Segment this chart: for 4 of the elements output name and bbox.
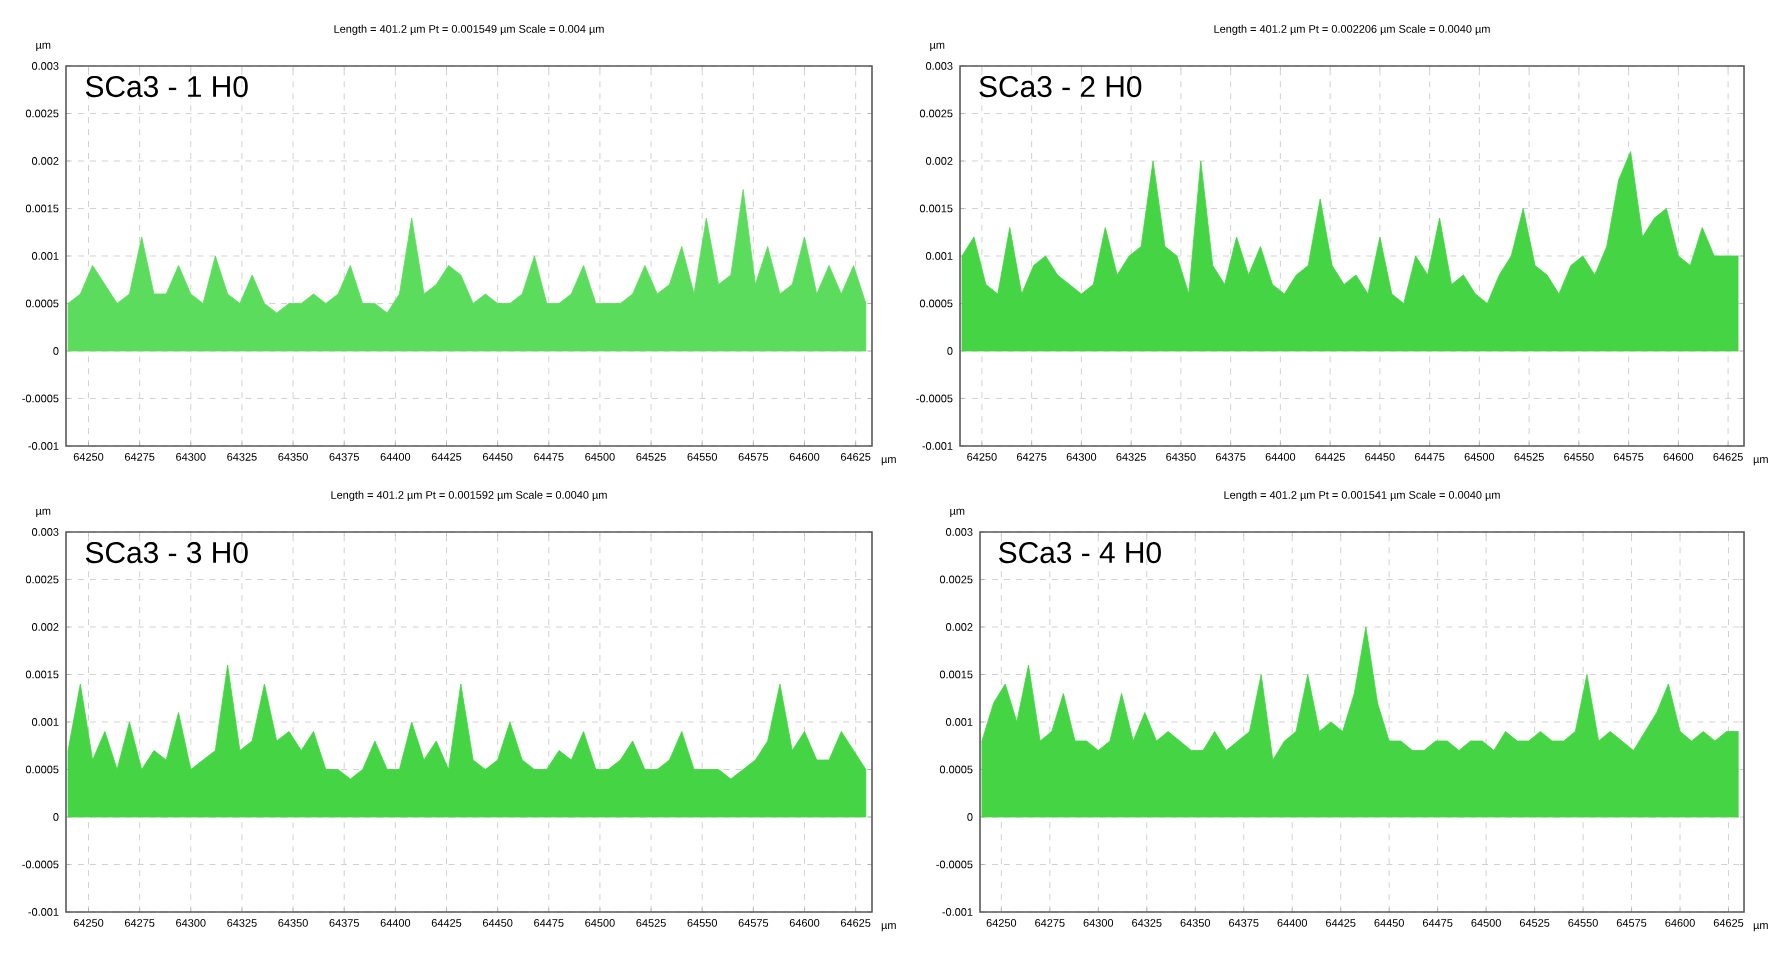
chart-title: SCa3 - 3 H0 <box>85 541 248 564</box>
chart-title: SCa3 - 1 H0 <box>85 75 248 98</box>
chart-title: SCa3 - 4 H0 <box>999 541 1161 564</box>
chart-title: SCa3 - 2 H0 <box>979 75 1142 98</box>
